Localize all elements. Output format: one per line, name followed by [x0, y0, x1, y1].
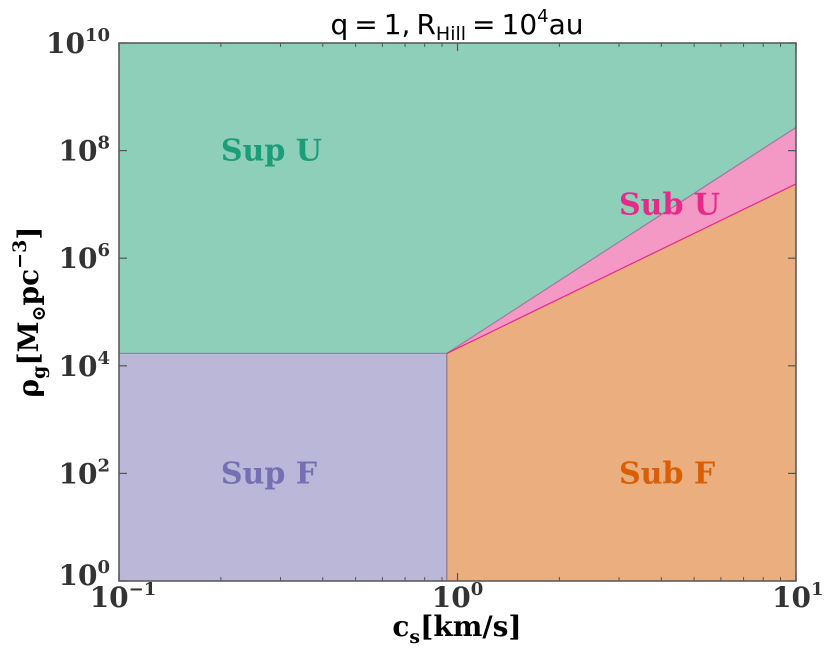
- region-label-sup-f: Sup F: [221, 456, 317, 491]
- region-label-sub-u: Sub U: [619, 187, 720, 222]
- region-label-sup-u: Sup U: [221, 134, 322, 169]
- x-tick-label: 101: [772, 579, 824, 614]
- chart-title: q = 1, RHill = 104au: [330, 6, 583, 45]
- boundary-upper-diagonal: [446, 126, 796, 354]
- x-ticks: 10−1 100 101: [90, 43, 824, 614]
- y-tick-label: 1010: [46, 25, 110, 60]
- y-tick-label: 100: [59, 557, 111, 592]
- region-sup-u: [119, 43, 796, 354]
- y-tick-label: 106: [59, 240, 111, 275]
- regions: [119, 43, 796, 581]
- y-axis-label: ρg[M⊙pc−3]: [9, 226, 50, 397]
- y-tick-label: 102: [59, 455, 111, 490]
- x-tick-label: 10−1: [90, 579, 157, 614]
- y-tick-label: 108: [59, 133, 111, 168]
- region-label-sub-f: Sub F: [619, 456, 715, 491]
- x-tick-label: 100: [432, 579, 484, 614]
- x-axis-label: cs[km/s]: [392, 610, 521, 648]
- boundaries: [119, 126, 796, 581]
- region-sup-f: [119, 353, 447, 581]
- y-tick-label: 104: [59, 348, 111, 383]
- region-sub-f: [446, 183, 796, 581]
- boundary-lower-diagonal: [446, 183, 796, 354]
- y-ticks: 100 102 104 106 108 1010: [46, 25, 796, 592]
